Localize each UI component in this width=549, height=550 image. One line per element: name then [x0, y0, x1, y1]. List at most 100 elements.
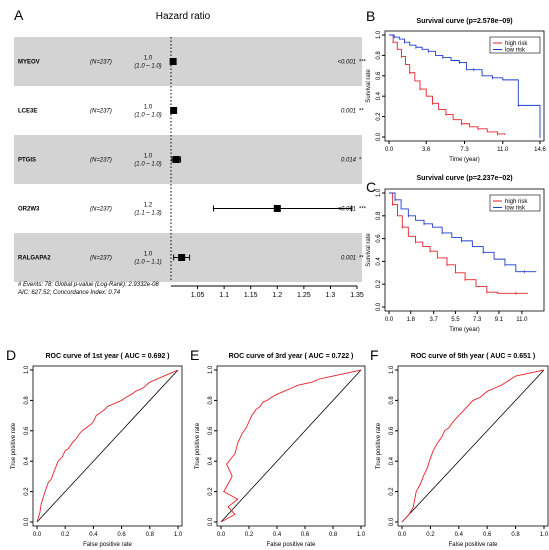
chart-title: Survival curve (p=2.237e−02): [416, 175, 512, 182]
y-axis-label: Survival rate: [366, 233, 372, 267]
y-axis-label: Survival rate: [366, 69, 372, 103]
x-tick-label: 1.0: [357, 532, 366, 538]
x-tick-label: 0.2: [245, 532, 254, 538]
y-tick-label: 0.6: [24, 426, 30, 435]
plot-frame: [216, 365, 366, 527]
x-tick-label: 1.8: [407, 317, 416, 323]
forest-point-estimate: [172, 156, 180, 163]
roc-chart-f: ROC curve of 5th year ( AUC = 0.651 ) 0.0…: [376, 353, 549, 548]
y-tick-label: 1.0: [208, 365, 214, 374]
forest-p-value: 0.001: [341, 109, 356, 115]
panel-letter-e: E: [190, 347, 199, 363]
forest-p-value: <0.001: [337, 207, 356, 213]
forest-x-tick-label: 1.35: [350, 292, 364, 299]
y-tick-label: 0.6: [389, 426, 395, 435]
forest-hr-value: 1.0: [144, 154, 153, 160]
chart-title: ROC curve of 3rd year ( AUC = 0.722 ): [229, 353, 354, 360]
x-tick-label: 0.2: [61, 532, 70, 538]
plot-frame: [384, 188, 545, 312]
chart-title: Survival curve (p=2.578e−09): [416, 18, 512, 25]
plot-frame: [397, 365, 549, 527]
forest-hr-value: 1.0: [144, 56, 153, 62]
forest-gene-label: LCE3E: [18, 109, 37, 115]
x-tick-label: 0.2: [426, 532, 435, 538]
forest-hr-value: 1.2: [144, 203, 153, 209]
y-tick-label: 0.8: [376, 51, 382, 60]
x-axis-label: Time (year): [449, 327, 479, 333]
y-tick-label: 0.4: [208, 456, 214, 465]
forest-point-estimate: [170, 107, 178, 114]
x-tick-label: 9.1: [495, 317, 504, 323]
series-line-0: [401, 369, 545, 523]
x-tick-label: 11.0: [516, 317, 528, 323]
roc-diagonal: [220, 369, 362, 523]
forest-p-value: 0.014: [341, 158, 357, 164]
forest-n-label: (N=237): [90, 60, 112, 66]
legend-label: low risk: [505, 206, 526, 212]
y-tick-label: 0.4: [24, 456, 30, 465]
forest-point-estimate: [273, 205, 281, 212]
y-tick-label: 1.0: [376, 188, 382, 197]
legend-label: high risk: [505, 41, 528, 47]
forest-x-tick-label: 1.3: [326, 292, 336, 299]
forest-title: Hazard ratio: [156, 11, 211, 22]
forest-n-label: (N=237): [90, 109, 112, 115]
x-tick-label: 1.0: [174, 532, 183, 538]
y-tick-label: 1.0: [389, 365, 395, 374]
series-line-0: [389, 192, 528, 294]
survival-chart-c: Survival curve (p=2.237e−02) 0.0 1.8 3.7 5.5…: [366, 175, 545, 333]
y-tick-label: 0.4: [376, 91, 382, 100]
forest-point-estimate: [178, 254, 186, 261]
forest-x-tick-label: 1.1: [219, 292, 229, 299]
roc-diagonal: [36, 369, 179, 523]
y-tick-label: 0.8: [208, 396, 214, 405]
x-tick-label: 0.8: [146, 532, 155, 538]
roc-chart-d: ROC curve of 1st year ( AUC = 0.692 ) 0.0…: [11, 353, 183, 548]
forest-ci-value: (1.0 – 1.0): [134, 113, 161, 119]
y-tick-label: 0.2: [376, 279, 382, 288]
forest-n-label: (N=237): [90, 207, 112, 213]
y-tick-label: 0.2: [389, 487, 395, 496]
x-tick-label: 0.6: [301, 532, 310, 538]
y-tick-label: 0.2: [376, 112, 382, 121]
forest-p-value: 0.001: [341, 256, 356, 262]
forest-point-estimate: [169, 58, 177, 65]
legend-box: [489, 36, 541, 54]
y-tick-label: 0.8: [389, 396, 395, 405]
x-tick-label: 0.0: [398, 532, 407, 538]
y-tick-label: 0.8: [24, 396, 30, 405]
legend-label: low risk: [505, 48, 526, 54]
roc-diagonal: [401, 369, 545, 523]
y-tick-label: 0.6: [376, 234, 382, 243]
x-tick-label: 1.0: [540, 532, 549, 538]
y-axis-label: True positive rate: [195, 422, 201, 469]
y-tick-label: 0.2: [208, 487, 214, 496]
forest-row-background: [14, 37, 362, 86]
chart-title: ROC curve of 5th year ( AUC = 0.651 ): [411, 353, 535, 360]
x-tick-label: 7.3: [460, 147, 469, 153]
x-tick-label: 3.6: [422, 147, 431, 153]
x-tick-label: 14.6: [534, 147, 546, 153]
y-tick-label: 1.0: [376, 30, 382, 39]
forest-x-tick-label: 1.05: [191, 292, 205, 299]
y-tick-label: 0.6: [376, 71, 382, 80]
x-tick-label: 0.6: [117, 532, 126, 538]
y-tick-label: 1.0: [24, 365, 30, 374]
y-tick-label: 0.2: [24, 487, 30, 496]
forest-stars: **: [359, 109, 364, 115]
y-tick-label: 0.4: [376, 257, 382, 266]
x-axis-label: False positive rate: [267, 542, 316, 548]
x-tick-label: 0.0: [33, 532, 42, 538]
forest-ci-value: (1.0 – 1.1): [134, 260, 161, 266]
x-tick-label: 0.4: [89, 532, 98, 538]
x-tick-label: 0.6: [483, 532, 492, 538]
forest-row-background: [14, 135, 362, 184]
roc-chart-e: ROC curve of 3rd year ( AUC = 0.722 ) 0.0…: [195, 353, 366, 548]
forest-hr-value: 1.0: [144, 105, 153, 111]
forest-footer-aic: AIC: 627.52; Concordance Index: 0.74: [17, 290, 121, 296]
survival-chart-b: Survival curve (p=2.578e−09) 0.0 3.6 7.3 11.…: [366, 18, 546, 163]
series-line-1: [389, 192, 537, 273]
forest-stars: ***: [359, 60, 367, 66]
forest-gene-label: PTGIS: [18, 158, 36, 164]
